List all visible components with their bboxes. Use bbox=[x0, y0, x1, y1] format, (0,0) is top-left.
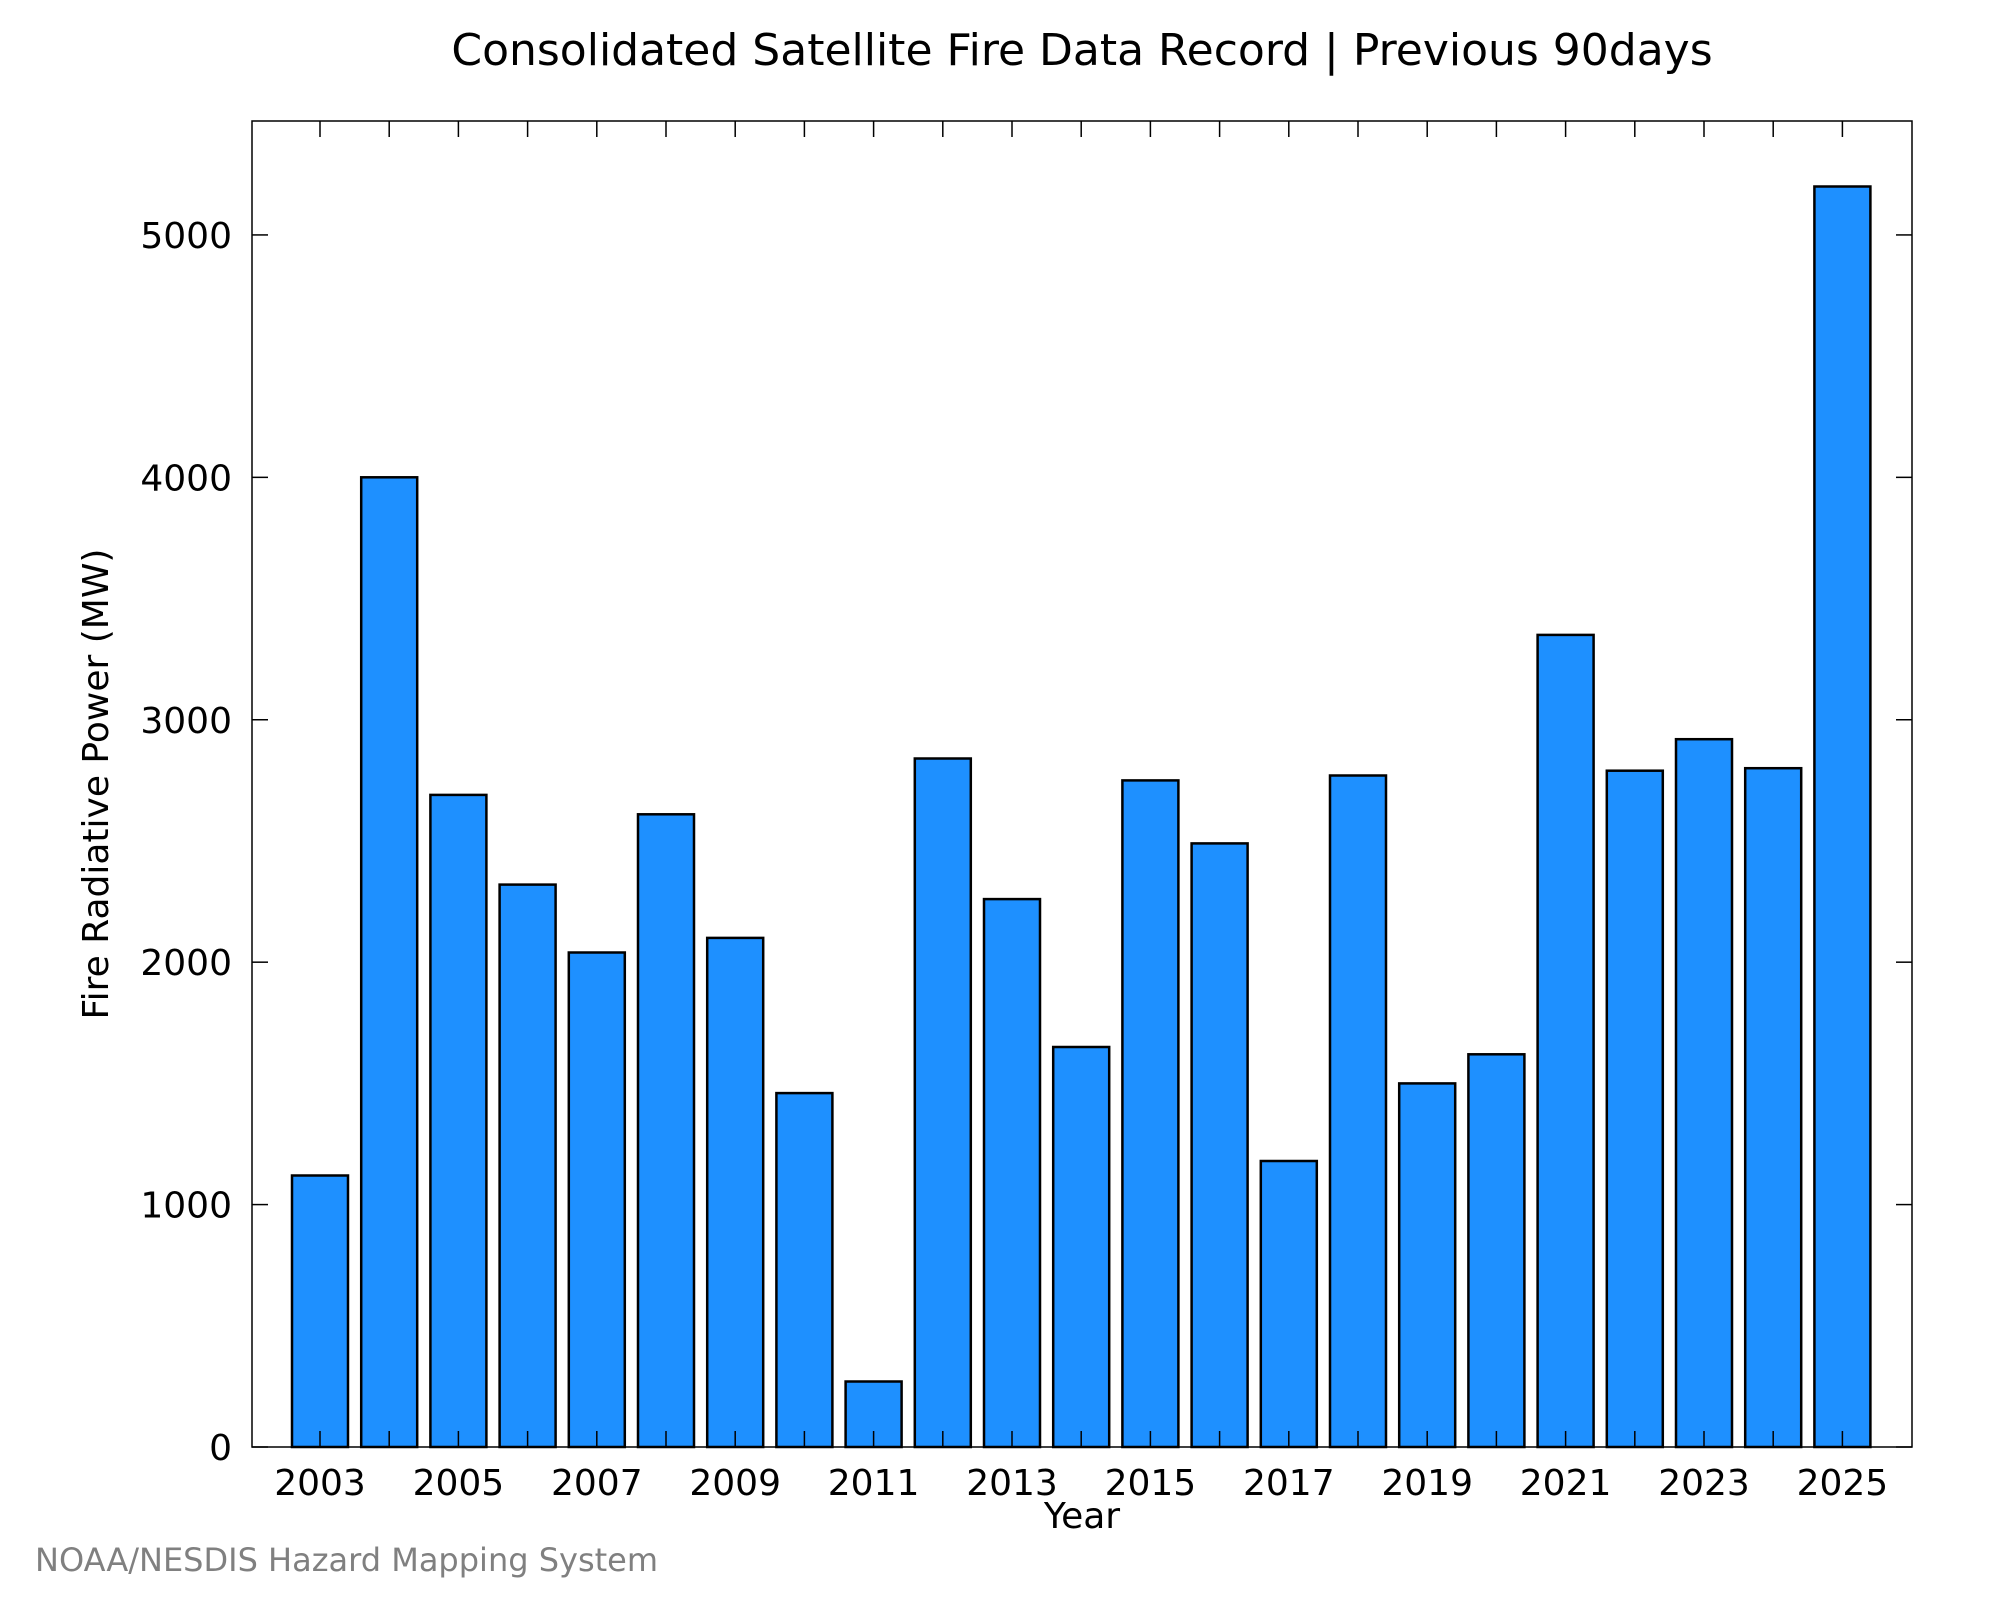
y-tick-label: 2000 bbox=[140, 943, 232, 984]
x-axis-label: Year bbox=[1043, 1496, 1120, 1537]
bar-2024 bbox=[1743, 766, 1803, 1449]
bar-2015 bbox=[1121, 779, 1180, 1449]
y-tick-label: 4000 bbox=[140, 458, 232, 499]
chart-title: Consolidated Satellite Fire Data Record … bbox=[451, 25, 1712, 76]
y-tick-label: 5000 bbox=[140, 216, 232, 257]
x-tick-label: 2017 bbox=[1243, 1463, 1335, 1504]
bar-2003 bbox=[290, 1174, 350, 1449]
bar-2018 bbox=[1328, 774, 1388, 1449]
x-tick-label: 2025 bbox=[1797, 1463, 1889, 1504]
bar-2017 bbox=[1259, 1159, 1319, 1449]
bar-2021 bbox=[1536, 633, 1595, 1449]
x-tick-label: 2007 bbox=[551, 1463, 643, 1504]
bar-2014 bbox=[1051, 1045, 1111, 1449]
bar-2010 bbox=[775, 1091, 834, 1449]
bar-2005 bbox=[429, 793, 488, 1449]
x-tick-label: 2023 bbox=[1658, 1463, 1750, 1504]
bar-2022 bbox=[1605, 769, 1665, 1449]
y-axis-label: Fire Radiative Power (MW) bbox=[76, 549, 117, 1020]
labels-group: 2003 2005 2007 2009 2011 2013 2015 2017 2019 2021… bbox=[140, 216, 1888, 1504]
bar-2004 bbox=[359, 476, 419, 1449]
bar-2007 bbox=[567, 951, 627, 1449]
x-tick-label: 2013 bbox=[966, 1463, 1058, 1504]
x-tick-label: 2009 bbox=[689, 1463, 781, 1504]
plot-frame bbox=[251, 120, 1913, 1448]
y-tick-label: 1000 bbox=[140, 1186, 232, 1227]
bar-2006 bbox=[498, 883, 557, 1449]
x-tick-label: 2019 bbox=[1381, 1463, 1473, 1504]
x-tick-label: 2003 bbox=[274, 1463, 366, 1504]
bar-2025 bbox=[1813, 185, 1872, 1449]
x-tick-label: 2011 bbox=[828, 1463, 920, 1504]
credit-text: NOAA/NESDIS Hazard Mapping System bbox=[35, 1541, 658, 1579]
ticks-group bbox=[252, 121, 1912, 1448]
bar-2023 bbox=[1674, 737, 1734, 1449]
bars-group bbox=[290, 185, 1872, 1449]
y-tick-label: 3000 bbox=[140, 701, 232, 742]
bar-2009 bbox=[705, 936, 765, 1449]
x-tick-label: 2005 bbox=[413, 1463, 505, 1504]
bar-2008 bbox=[636, 813, 696, 1449]
bar-2013 bbox=[982, 897, 1042, 1449]
bar-2020 bbox=[1467, 1053, 1526, 1449]
y-tick-label: 0 bbox=[209, 1428, 232, 1469]
bar-2019 bbox=[1397, 1082, 1457, 1449]
x-tick-label: 2015 bbox=[1105, 1463, 1197, 1504]
bar-2012 bbox=[913, 757, 973, 1449]
bar-2016 bbox=[1190, 842, 1249, 1449]
x-tick-label: 2021 bbox=[1520, 1463, 1612, 1504]
